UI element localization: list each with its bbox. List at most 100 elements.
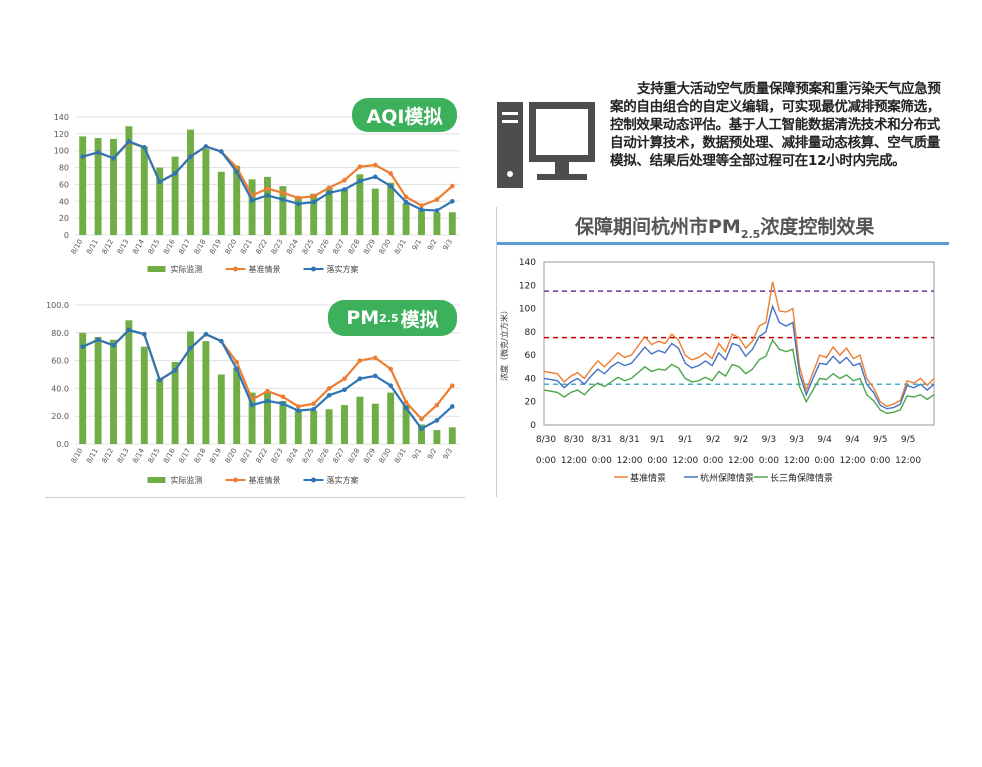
series-point	[357, 178, 363, 184]
right-chart-title: 保障期间杭州市PM2.5浓度控制效果	[575, 212, 874, 241]
computer-monitor-icon	[497, 102, 595, 188]
y-tick-label: 60.0	[51, 357, 69, 366]
x-tick-label: 9/1	[411, 447, 424, 461]
x-tick-label: 8/20	[224, 447, 239, 465]
series-line	[543, 338, 935, 415]
series-point	[434, 418, 440, 423]
x-tick-time: 12:00	[728, 456, 754, 466]
series-point	[188, 154, 193, 159]
series-point	[419, 203, 424, 208]
x-tick-label: 8/26	[316, 447, 331, 465]
right-title-pre: 保障期间杭州市PM	[575, 216, 741, 238]
x-tick-label: 8/19	[208, 447, 223, 465]
series-point	[403, 194, 409, 200]
x-tick-label: 8/15	[147, 447, 162, 465]
aqi-sim-badge-label: AQI模拟	[366, 105, 443, 128]
series-point	[265, 388, 270, 394]
right-title-sub: 2.5	[740, 227, 761, 241]
x-tick-time: 0:00	[703, 456, 723, 466]
series-point	[388, 366, 394, 372]
x-tick-date: 8/30	[564, 435, 584, 445]
pm25-sim-badge: PM 2.5 模拟	[328, 300, 457, 336]
series-point	[80, 344, 85, 349]
series-point	[219, 149, 224, 154]
x-tick-time: 12:00	[839, 456, 865, 466]
bar	[264, 391, 271, 444]
series-point	[326, 393, 332, 398]
x-tick-label: 8/25	[301, 238, 316, 256]
bar	[341, 405, 348, 444]
series-point	[357, 358, 363, 363]
y-tick-label: 100.0	[46, 301, 69, 310]
hangzhou-pm25-chart: 0 20 40 60 80 100 120 140 浓度（微克/立方米） 8/30 0:00 8/30…	[499, 258, 935, 484]
x-tick-label: 8/27	[331, 238, 346, 256]
x-tick-label: 9/2	[426, 238, 439, 252]
x-tick-label: 8/30	[378, 238, 393, 256]
series-point	[450, 383, 455, 388]
y-tick-label: 0.0	[56, 440, 69, 449]
aqi-sim-badge: AQI模拟	[352, 98, 457, 132]
bar	[217, 374, 225, 444]
right-divider	[496, 207, 497, 497]
bar	[387, 182, 395, 235]
bar	[310, 410, 318, 444]
bar	[171, 156, 179, 235]
x-tick-label: 8/13	[116, 238, 131, 256]
bar	[448, 212, 456, 235]
legend-label: 基准情景	[630, 472, 666, 484]
series-point	[219, 338, 224, 344]
series-point	[280, 394, 286, 400]
series-point	[126, 139, 132, 144]
y-tick-label: 100	[519, 305, 536, 315]
series-point	[434, 197, 440, 202]
bar	[448, 427, 456, 444]
x-tick-date: 8/30	[536, 435, 556, 445]
x-tick-label: 9/3	[441, 447, 454, 461]
y-tick-label: 140	[54, 113, 69, 122]
bar	[294, 196, 302, 235]
x-tick-label: 8/22	[254, 447, 269, 465]
x-tick-label: 8/15	[147, 238, 162, 256]
x-tick-label: 8/17	[177, 447, 192, 465]
series-point	[357, 376, 363, 381]
y-tick-label: 120	[519, 281, 536, 291]
series-point	[203, 331, 209, 337]
series-point	[419, 426, 424, 432]
x-tick-time: 0:00	[536, 456, 556, 466]
x-tick-label: 9/3	[441, 238, 454, 252]
bar	[387, 392, 395, 444]
bar	[371, 403, 379, 444]
x-tick-label: 8/21	[239, 447, 254, 465]
bar	[248, 179, 256, 235]
bar	[233, 165, 241, 235]
bar	[187, 129, 194, 235]
bar	[248, 392, 256, 444]
x-tick-label: 8/28	[347, 447, 362, 465]
bar	[217, 171, 225, 235]
bar	[418, 209, 425, 235]
x-tick-label: 8/24	[285, 238, 300, 256]
pm25-badge-tail: 模拟	[400, 308, 439, 331]
x-tick-label: 9/2	[426, 447, 439, 461]
series-point	[450, 183, 455, 189]
series-point	[265, 398, 270, 404]
x-tick-label: 8/25	[301, 447, 316, 465]
x-tick-label: 8/29	[362, 238, 377, 256]
bar	[310, 193, 318, 235]
series-point	[434, 402, 440, 408]
series-point	[234, 359, 239, 365]
series-point	[249, 402, 255, 408]
y-tick-label: 80	[59, 164, 69, 173]
x-tick-date: 9/1	[678, 435, 692, 445]
x-tick-date: 9/3	[789, 435, 803, 445]
series-point	[403, 405, 409, 411]
y-tick-label: 0	[530, 421, 536, 431]
x-tick-label: 8/11	[85, 447, 100, 465]
x-tick-date: 9/1	[650, 435, 664, 445]
x-tick-time: 12:00	[672, 456, 698, 466]
x-tick-label: 8/13	[116, 447, 131, 465]
series-point	[342, 387, 347, 393]
x-tick-date: 9/5	[901, 435, 915, 445]
series-point	[280, 197, 286, 202]
series-point	[265, 193, 270, 198]
